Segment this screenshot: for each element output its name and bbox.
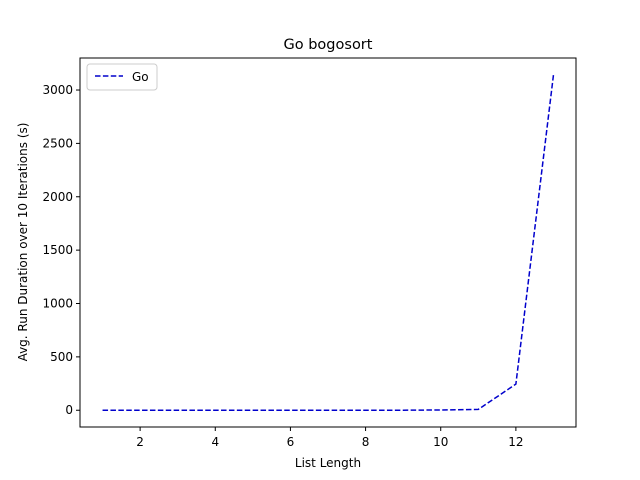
- legend-label-go: Go: [132, 70, 149, 84]
- y-tick-label: 0: [65, 403, 73, 417]
- y-tick-label: 500: [50, 350, 73, 364]
- y-axis-label: Avg. Run Duration over 10 Iterations (s): [16, 123, 30, 362]
- x-tick-label: 8: [362, 435, 370, 449]
- x-tick-label: 10: [433, 435, 448, 449]
- chart-title: Go bogosort: [284, 37, 373, 53]
- x-axis: 2 4 6 8 10 12: [136, 427, 524, 449]
- y-tick-label: 1000: [42, 297, 73, 311]
- legend: Go: [86, 63, 158, 91]
- x-tick-label: 4: [211, 435, 219, 449]
- plot-frame: [79, 57, 577, 428]
- y-tick-label: 2000: [42, 190, 73, 204]
- series-layer: [102, 74, 555, 411]
- x-tick-label: 6: [287, 435, 295, 449]
- series-line-go: [102, 74, 555, 411]
- legend-box: [86, 63, 158, 91]
- x-axis-label: List Length: [295, 456, 361, 470]
- x-tick-label: 2: [136, 435, 144, 449]
- x-tick-label: 12: [508, 435, 523, 449]
- y-tick-label: 1500: [42, 243, 73, 257]
- y-axis: 0 500 1000 1500 2000 2500 3000: [42, 83, 80, 417]
- y-tick-label: 2500: [42, 136, 73, 150]
- y-tick-label: 3000: [42, 83, 73, 97]
